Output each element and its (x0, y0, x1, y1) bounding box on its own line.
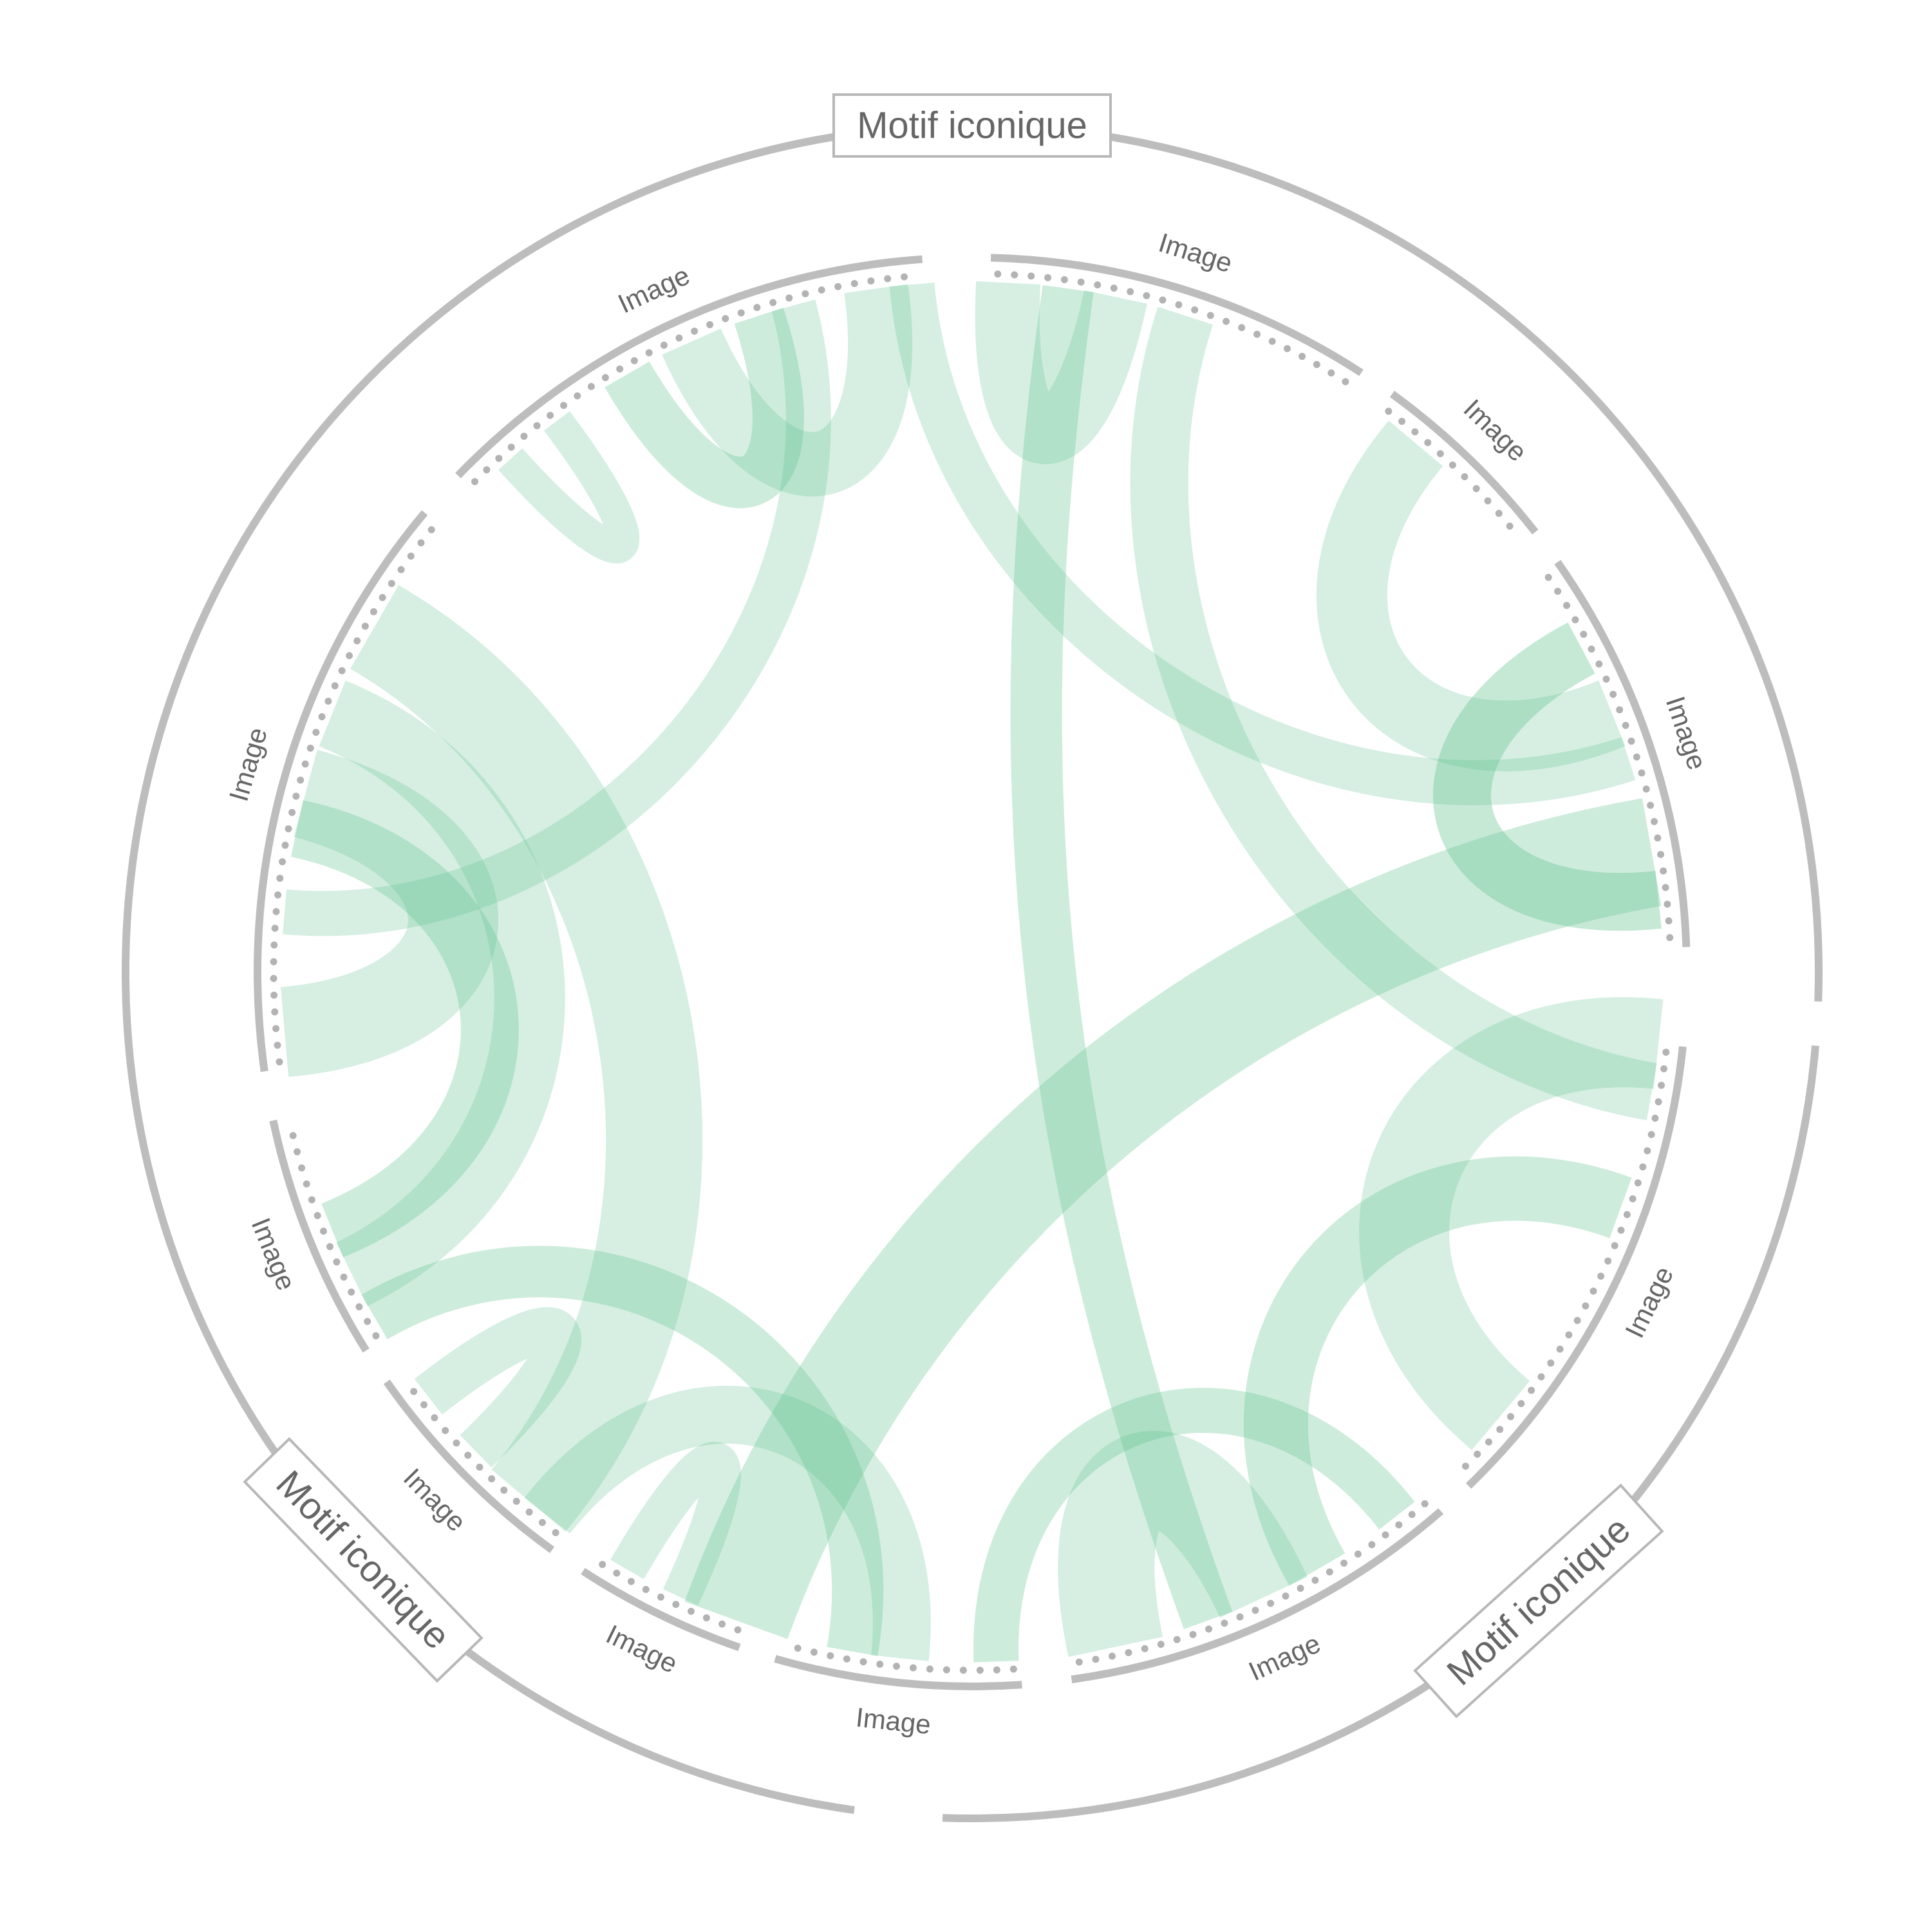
dot-track-10 (471, 272, 920, 485)
ribbons (280, 281, 1664, 1663)
ribbon-4 (1316, 420, 1626, 772)
category-arcs (254, 254, 1691, 1690)
ribbon-13 (610, 1442, 741, 1606)
ribbon-7 (1359, 997, 1664, 1450)
category-arc-7 (383, 1379, 555, 1553)
category-arc-4 (1071, 1508, 1444, 1684)
ribbon-0 (889, 283, 1636, 805)
category-arc-8 (269, 1119, 370, 1353)
ribbon-21 (605, 308, 804, 508)
group-label-box (243, 1437, 483, 1683)
category-label-8: Image (246, 1213, 302, 1294)
group-label-box (832, 93, 1112, 158)
category-arc-0 (990, 254, 1364, 377)
category-arc-3 (1465, 1046, 1687, 1489)
ribbon-19 (283, 299, 831, 937)
group-label-2: Motif iconique (832, 93, 1112, 158)
ribbon-8 (1243, 1156, 1632, 1586)
category-label-4: Image (1244, 1628, 1325, 1686)
group-label-box (1413, 1483, 1664, 1719)
group-label-1: Motif iconique (243, 1437, 483, 1683)
category-arc-2 (1554, 559, 1691, 947)
ribbon-18 (280, 749, 499, 1077)
ribbon-17 (290, 800, 519, 1258)
ribbon-16 (319, 680, 565, 1307)
group-arc-0 (942, 122, 1823, 1002)
dot-track-0 (994, 270, 1350, 386)
ribbon-2 (1010, 285, 1233, 1630)
category-label-5: Image (854, 1702, 932, 1740)
ribbon-10 (1058, 1431, 1308, 1657)
ribbon-14 (350, 585, 703, 1532)
dot-track-5 (783, 1641, 1017, 1674)
category-label-2: Image (1660, 693, 1713, 774)
dot-track-8 (286, 1121, 380, 1339)
category-arc-6 (581, 1567, 741, 1652)
dot-track-3 (1459, 1049, 1670, 1473)
dot-track-2 (1544, 574, 1674, 944)
category-label-6: Image (601, 1619, 682, 1679)
category-label-10: Image (614, 260, 695, 319)
dot-track-6 (594, 1558, 742, 1634)
ribbon-22 (662, 284, 913, 497)
ribbon-15 (414, 1307, 581, 1468)
ribbon-20 (498, 411, 640, 564)
group-label-text: Motif iconique (857, 105, 1087, 147)
dot-track-9 (270, 525, 436, 1066)
ribbon-3 (1130, 306, 1657, 1121)
ribbon-12 (361, 1245, 884, 1656)
category-arc-1 (1389, 391, 1539, 535)
category-arc-5 (774, 1655, 1022, 1690)
category-label-3: Image (1619, 1262, 1679, 1343)
ribbon-5 (1433, 622, 1662, 931)
group-label-0: Motif iconique (1413, 1483, 1664, 1719)
category-arc-9 (254, 510, 428, 1072)
category-label-0: Image (1155, 227, 1235, 279)
group-label-text: Motif iconique (1439, 1508, 1638, 1693)
dot-track-1 (1385, 407, 1522, 540)
category-arc-10 (455, 255, 923, 479)
category-label-9: Image (223, 724, 273, 805)
ribbon-11 (524, 1386, 931, 1661)
ribbon-1 (975, 281, 1147, 464)
ribbon-6 (684, 798, 1662, 1639)
dot-tracks (270, 270, 1674, 1674)
ribbon-9 (973, 1388, 1415, 1663)
dot-track-4 (1073, 1500, 1429, 1666)
group-arc-2 (122, 125, 899, 1814)
